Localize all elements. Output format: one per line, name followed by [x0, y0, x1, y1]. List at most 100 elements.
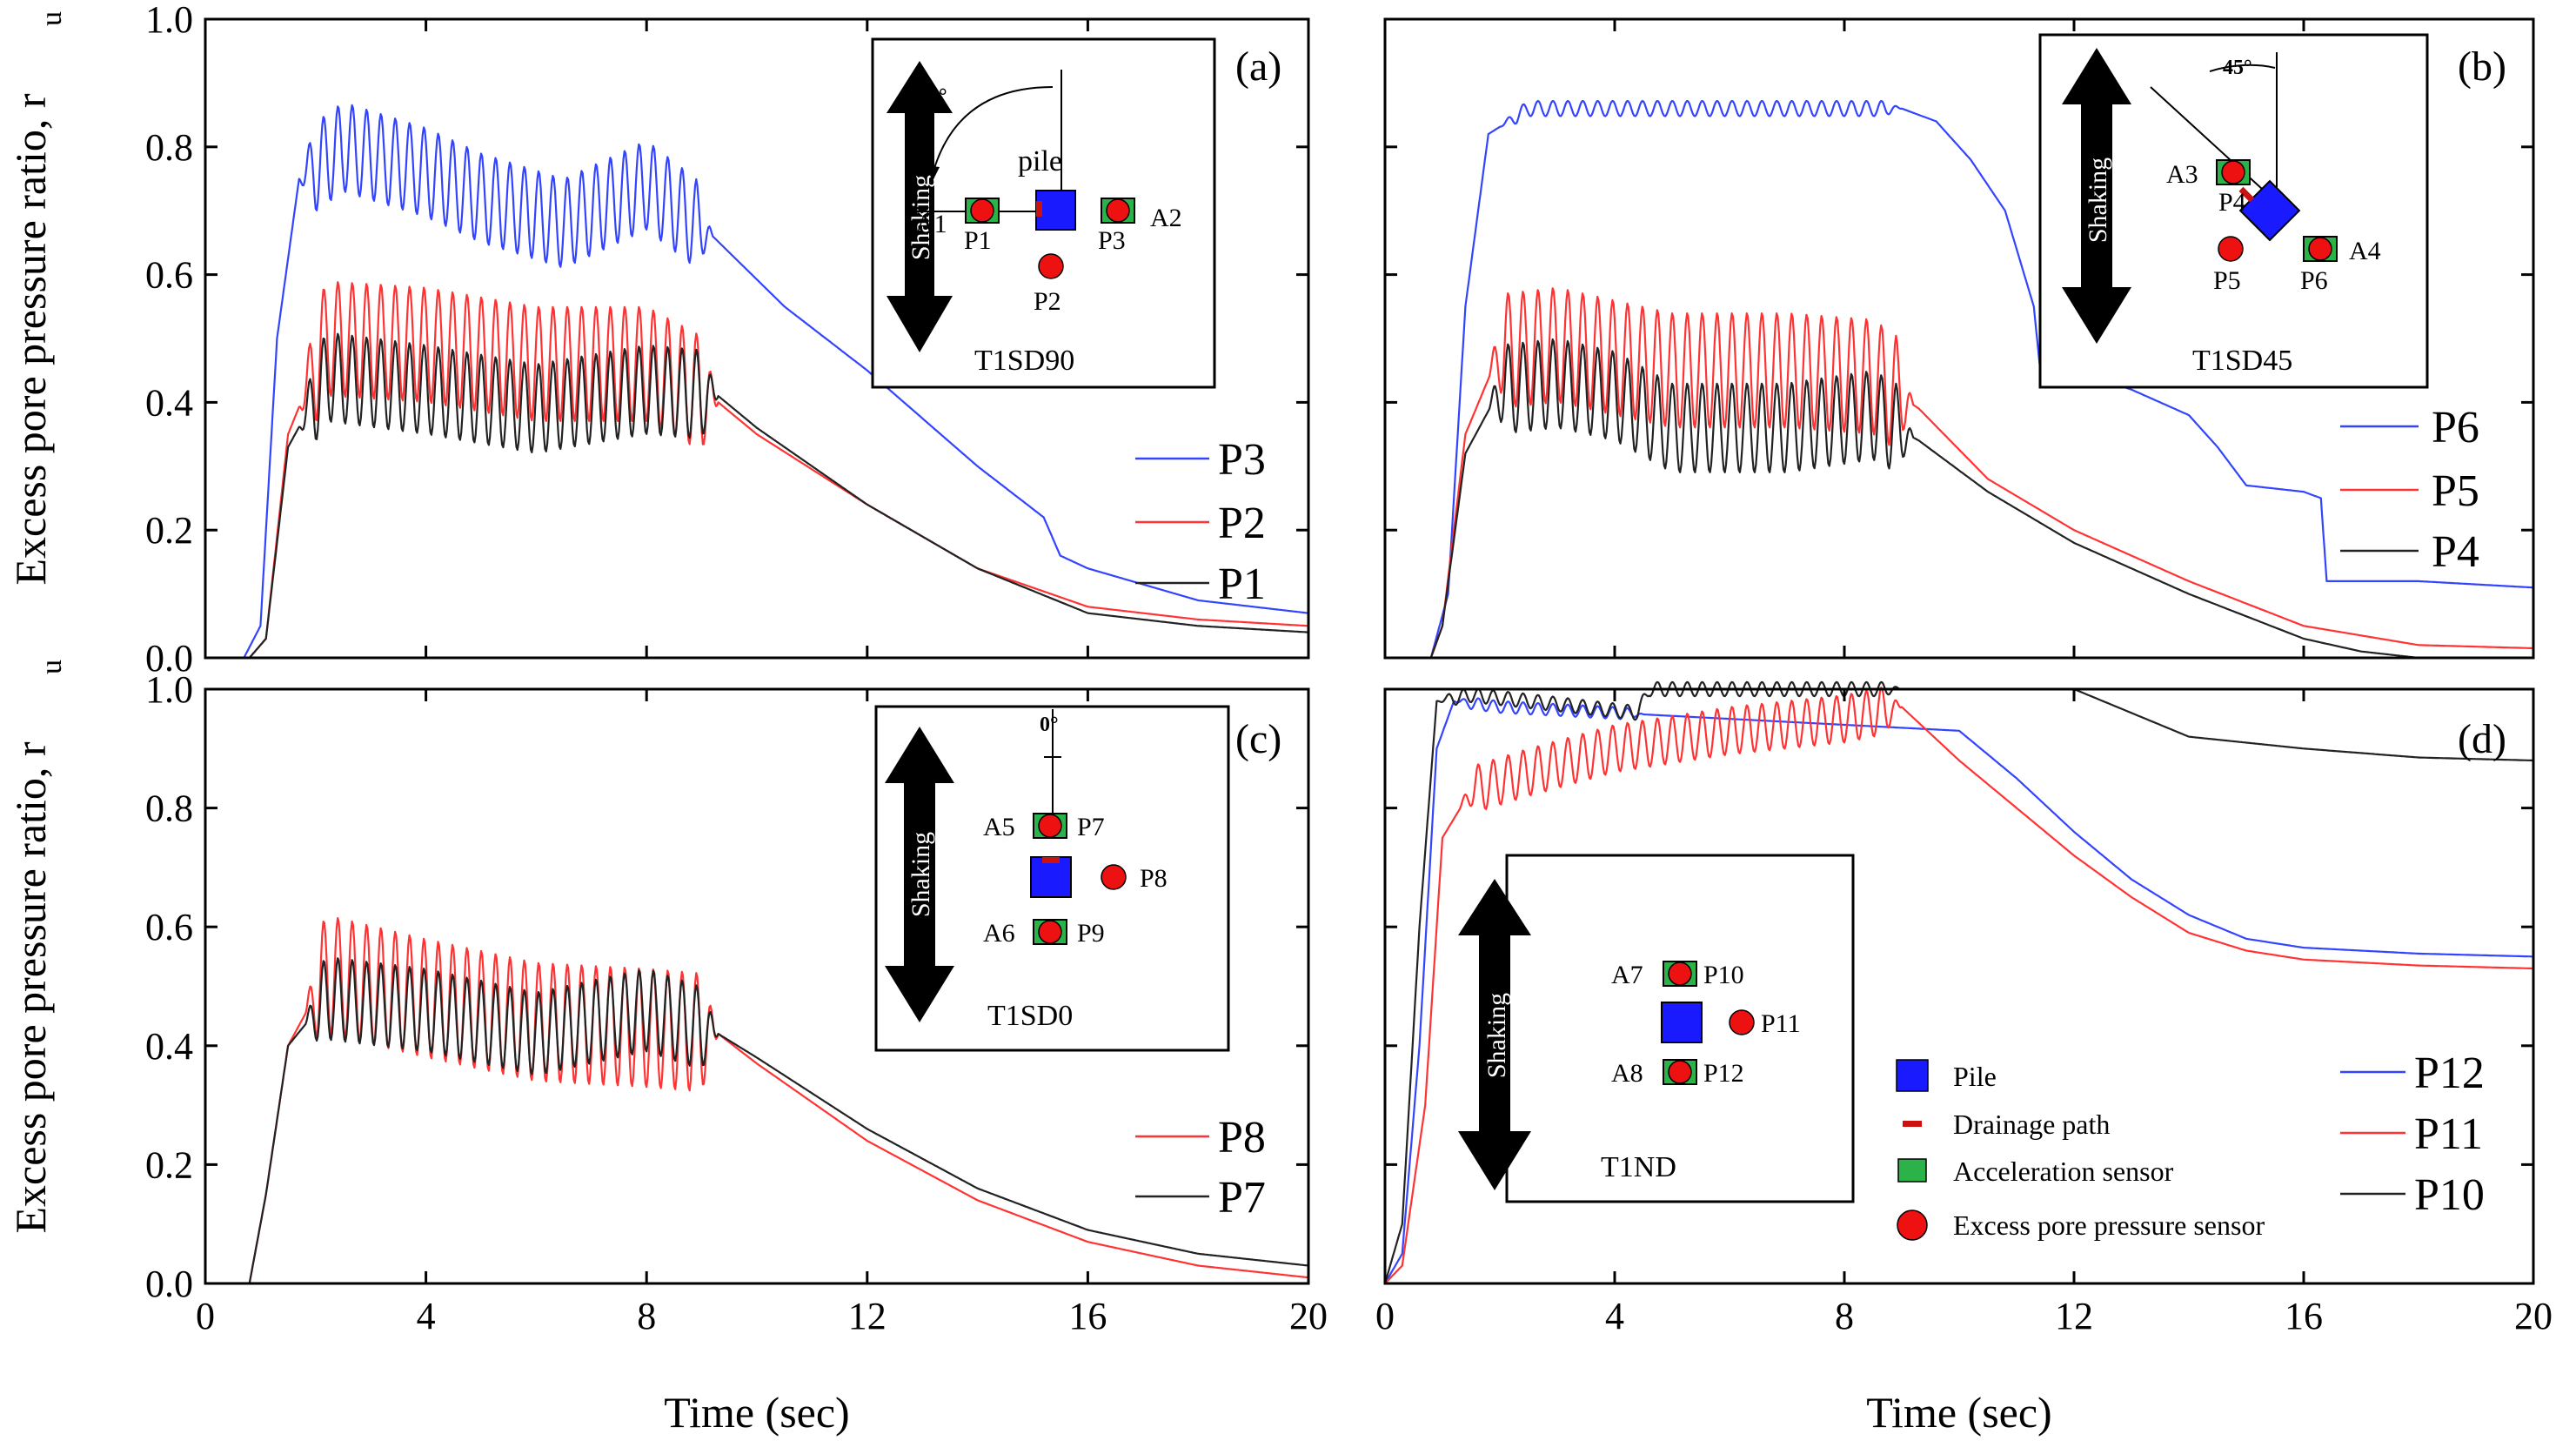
label-p1: P1: [964, 226, 992, 255]
legend-label-p10: P10: [2414, 1170, 2485, 1220]
label-p3: P3: [1098, 226, 1126, 255]
series-line-p6: [1385, 99, 2534, 660]
angle-arc: [932, 86, 1054, 175]
shaking-label-d: Shaking: [1482, 993, 1511, 1078]
y-tick-label: 1.0: [145, 0, 193, 41]
legend-c: P8 P7: [1135, 1113, 1266, 1223]
label-p8: P8: [1140, 864, 1168, 893]
x-tick-label: 8: [1835, 1295, 1854, 1337]
plot-frame-d: [1383, 687, 2535, 1285]
series-group-a: [205, 104, 1309, 660]
label-p2: P2: [1034, 287, 1061, 316]
angle-arc: [2209, 64, 2276, 72]
pore-sensor-p6: [2308, 237, 2332, 261]
pile-marker: [1030, 856, 1072, 898]
legend-label-p1: P1: [1218, 559, 1266, 609]
x-tick-label: 16: [2285, 1295, 2323, 1337]
label-p5: P5: [2213, 266, 2241, 295]
label-p11: P11: [1761, 1009, 1801, 1038]
plot-frame-a: [204, 17, 1310, 660]
y-axis-title-bottom: Excess pore pressure ratio, r u: [6, 660, 68, 1234]
pore-sensor-p7: [1038, 814, 1062, 838]
x-tick-label: 0: [196, 1295, 215, 1337]
angle-label-a: 90°: [918, 85, 947, 108]
key-accel-icon: [1897, 1158, 1927, 1183]
pore-sensor-p2: [1038, 253, 1064, 279]
drainage-path-marker: [1036, 201, 1042, 217]
shaking-label-b: Shaking: [2084, 157, 2112, 243]
label-a4: A4: [2349, 237, 2381, 265]
pore-sensor-p10: [1668, 962, 1692, 986]
inset-a: Shaking 90° pile A1 P1 P3 A2 P2 T1SD90: [871, 37, 1216, 389]
legend-label-p7: P7: [1218, 1173, 1266, 1223]
series-line-p4: [1385, 338, 2533, 660]
y-tick-label: 0.2: [145, 509, 193, 552]
pore-sensor-p8: [1101, 864, 1127, 890]
series-group-c: [205, 917, 1309, 1285]
y-axis-title-subscript: u: [36, 660, 68, 674]
key-drainage-icon: [1903, 1121, 1922, 1127]
inset-b: Shaking 45° A3 P4 P5 P6 A4 T1SD45: [2038, 33, 2429, 389]
drainage-path-marker: [1042, 857, 1060, 863]
key-pore-label: Excess pore pressure sensor: [1953, 1209, 2265, 1241]
pore-sensor-p12: [1668, 1060, 1692, 1084]
pile-marker: [1661, 1002, 1703, 1043]
label-p7: P7: [1077, 813, 1105, 841]
shaking-arrow-icon: [2062, 48, 2131, 344]
ticks-c: 0 4 8 12 16 20 0.0 0.2 0.4 0.6 0.8 1.0: [145, 668, 1328, 1337]
panel-label-c: (c): [1235, 716, 1281, 762]
legend-label-p6: P6: [2432, 403, 2479, 452]
panel-label-b: (b): [2458, 44, 2506, 90]
panel-d: 0 4 8 12 16 20 (d) P12 P11 P10 Shaking A7 P10…: [1375, 680, 2553, 1337]
shaking-arrow-icon: [887, 61, 953, 352]
series-line-p12: [1384, 697, 2533, 1284]
label-p6: P6: [2300, 266, 2328, 295]
series-line-p5: [1385, 287, 2533, 660]
series-group-b: [1385, 99, 2534, 660]
series-line-p1: [205, 332, 1308, 660]
case-label-d: T1ND: [1601, 1151, 1676, 1183]
legend-label-p3: P3: [1218, 435, 1266, 485]
y-axis-title-top: Excess pore pressure ratio, r u: [6, 11, 68, 586]
shaking-arrow-icon: [1458, 879, 1531, 1190]
symbol-key: Pile Drainage path Acceleration sensor E…: [1896, 1059, 2265, 1241]
shaking-label-c: Shaking: [907, 832, 935, 917]
legend-d: P12 P11 P10: [2340, 1049, 2485, 1220]
key-pore-icon: [1897, 1209, 1928, 1241]
angle-label-c: 0°: [1040, 714, 1059, 736]
series-line-p7: [205, 957, 1309, 1285]
case-label-c: T1SD0: [987, 1000, 1073, 1032]
y-tick-label: 0.8: [145, 126, 193, 169]
pore-sensor-p11: [1729, 1009, 1755, 1035]
y-tick-label: 0.4: [145, 1025, 193, 1068]
pile-marker: [2238, 179, 2301, 242]
label-a7: A7: [1611, 961, 1643, 989]
x-axis-title-left: Time (sec): [664, 1388, 849, 1437]
angle-label-b: 45°: [2223, 57, 2252, 79]
panel-label-d: (d): [2458, 716, 2506, 762]
y-tick-label: 0.4: [145, 381, 193, 424]
key-pile-label: Pile: [1953, 1061, 1997, 1092]
legend-label-p5: P5: [2432, 466, 2479, 516]
pore-sensor-p1: [970, 198, 994, 223]
shaking-label-a: Shaking: [907, 175, 935, 260]
legend-label-p8: P8: [1218, 1113, 1266, 1163]
y-tick-label: 1.0: [145, 668, 193, 711]
panel-c: 0 4 8 12 16 20 0.0 0.2 0.4 0.6 0.8 1.0 (c) P8 P7 Sh…: [145, 668, 1328, 1337]
label-p4: P4: [2218, 188, 2246, 217]
y-tick-label: 0.0: [145, 637, 193, 680]
x-tick-label: 20: [1289, 1295, 1328, 1337]
angle-arrow-icon: [926, 165, 940, 181]
y-tick-label: 0.6: [145, 906, 193, 948]
x-axis-title-right: Time (sec): [1866, 1388, 2051, 1437]
pore-sensor-p9: [1038, 920, 1062, 944]
panel-b: (b) P6 P5 P4 Shaking 45° A3 P4 P: [1383, 17, 2535, 660]
label-p12: P12: [1703, 1059, 1744, 1088]
case-label-b: T1SD45: [2192, 345, 2292, 377]
key-drainage-label: Drainage path: [1953, 1109, 2110, 1140]
label-a3: A3: [2166, 160, 2198, 189]
y-tick-label: 0.8: [145, 787, 193, 830]
x-tick-label: 0: [1375, 1295, 1395, 1337]
y-tick-label: 0.0: [145, 1263, 193, 1305]
